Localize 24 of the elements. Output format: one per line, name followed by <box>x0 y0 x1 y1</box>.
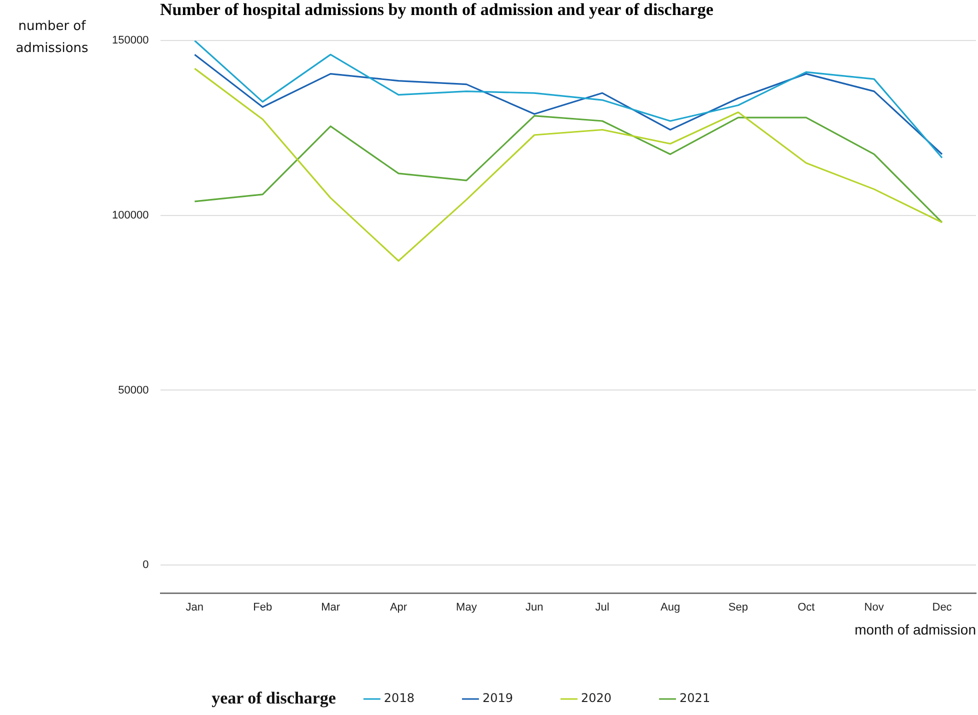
x-tick-label: Sep <box>728 602 748 614</box>
y-tick-label: 150000 <box>112 34 149 47</box>
x-axis-title: month of admission <box>854 621 976 638</box>
legend-label: 2018 <box>384 691 414 706</box>
y-tick-label: 0 <box>142 559 149 572</box>
x-tick-label: Feb <box>253 602 272 614</box>
x-tick-label: Jun <box>526 602 544 614</box>
x-tick-label: Jul <box>595 602 610 614</box>
x-tick-label: Aug <box>660 602 680 614</box>
x-tick-label: May <box>456 602 478 614</box>
x-tick-label: Mar <box>321 602 340 614</box>
legend-label: 2020 <box>581 691 612 706</box>
legend-label: 2019 <box>482 691 514 706</box>
y-tick-label: 50000 <box>118 384 149 396</box>
x-tick-label: Jan <box>186 602 204 614</box>
chart-title: Number of hospital admissions by month of admission and year of discharge <box>160 0 714 19</box>
x-tick-label: Oct <box>798 602 815 614</box>
x-tick-label: Apr <box>390 602 408 614</box>
x-tick-label: Dec <box>932 602 952 614</box>
y-tick-label: 100000 <box>112 209 149 222</box>
legend-title: year of discharge <box>212 688 336 708</box>
y-axis-title: number of admissions <box>14 18 90 58</box>
legend-label: 2021 <box>680 691 710 706</box>
x-tick-label: Nov <box>864 602 884 614</box>
